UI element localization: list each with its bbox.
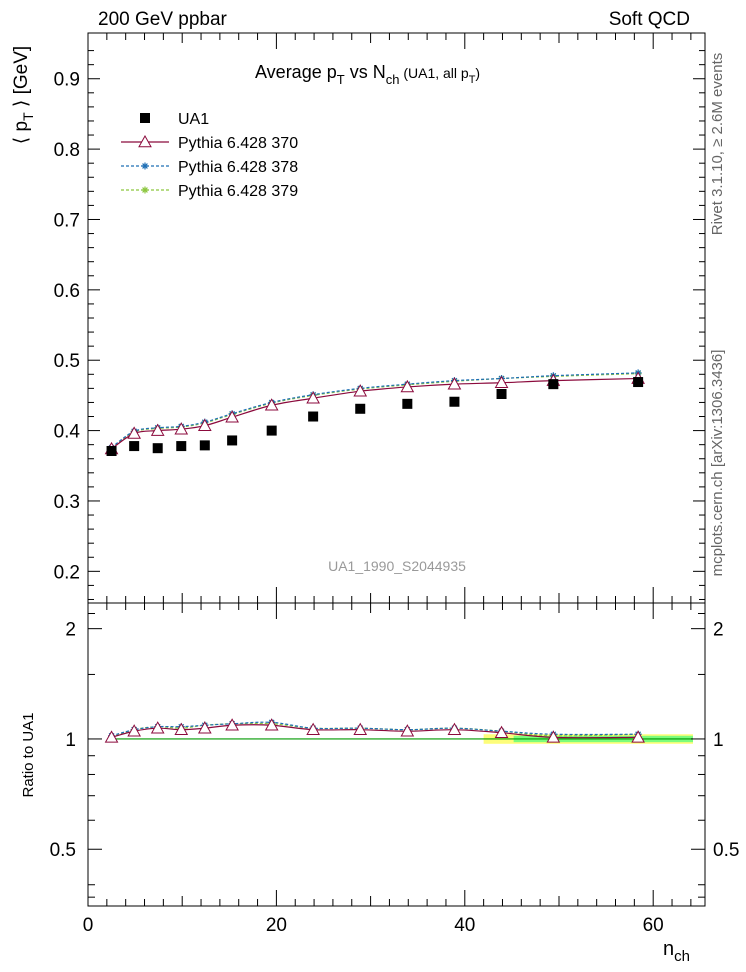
ratio-y-tick-label-right: 0.5 xyxy=(713,840,739,861)
ratio-y-tick-label: 0.5 xyxy=(50,840,76,861)
ratio-y-ticks: 0.5 0.5 1 1 2 2 xyxy=(50,612,739,898)
main-y-tick-label: 0.5 xyxy=(54,351,80,372)
legend-label: Pythia 6.428 378 xyxy=(178,159,298,176)
ratio-y-tick-label-right: 2 xyxy=(713,620,724,641)
ratio-point-p370 xyxy=(264,718,279,731)
ratio-reference-band xyxy=(111,734,693,744)
ratio-point-p370 xyxy=(150,721,165,734)
ratio-point-p370 xyxy=(546,730,561,743)
ratio-point-p370 xyxy=(353,722,368,735)
legend: UA1 Pythia 6.428 370 Pythia 6.428 378 Pythi… xyxy=(121,111,298,200)
ratio-y-axis-label: Ratio to UA1 xyxy=(20,712,37,797)
main-point-p370 xyxy=(225,410,239,423)
main-y-tick-label: 0.9 xyxy=(54,70,80,91)
legend-marker-p379 xyxy=(141,186,149,194)
main-point-ua1 xyxy=(548,379,559,390)
main-point-p370 xyxy=(447,377,462,390)
main-series xyxy=(104,369,645,456)
main-point-ua1 xyxy=(355,403,366,414)
main-point-p370 xyxy=(127,426,142,439)
ratio-point-p370 xyxy=(400,724,415,737)
main-line-p370 xyxy=(111,377,639,450)
main-y-axis-label: ⟨ pT ⟩ [GeV] xyxy=(11,46,36,144)
main-point-p370 xyxy=(174,422,189,435)
ratio-point-p370 xyxy=(631,730,645,743)
main-point-ua1 xyxy=(633,377,644,388)
main-y-tick-label: 0.4 xyxy=(54,422,81,443)
main-point-p370 xyxy=(197,418,212,431)
main-point-ua1 xyxy=(496,389,507,399)
main-point-ua1 xyxy=(152,443,163,454)
ratio-point-p370 xyxy=(447,722,462,735)
main-y-tick-label: 0.8 xyxy=(54,140,80,161)
main-point-p370 xyxy=(306,391,320,404)
legend-marker-p378 xyxy=(141,162,149,170)
main-x-ticks xyxy=(87,33,692,603)
legend-label: Pythia 6.428 370 xyxy=(178,135,298,152)
ratio-point-p370 xyxy=(127,724,142,737)
main-panel: Average pT vs Nch (UA1, all pT) ⟨ pT ⟩ [… xyxy=(11,32,706,604)
main-point-p370 xyxy=(353,384,368,397)
main-point-ua1 xyxy=(308,411,319,422)
main-point-ua1 xyxy=(266,425,277,436)
main-point-p370 xyxy=(400,379,415,393)
main-point-ua1 xyxy=(402,398,413,409)
ratio-point-p370 xyxy=(306,722,320,735)
x-tick-label: 20 xyxy=(266,915,287,936)
ratio-panel: Ratio to UA1 nch 0.5 0.5 1 1 2 2 0 20 40 60 xyxy=(20,602,739,965)
mcplots-label: mcplots.cern.ch [arXiv:1306.3436] xyxy=(709,350,726,577)
ratio-point-p370 xyxy=(197,721,212,734)
main-point-ua1 xyxy=(199,440,210,451)
x-axis-label: nch xyxy=(663,938,690,965)
legend-label: Pythia 6.428 379 xyxy=(178,183,298,200)
main-y-tick-label: 0.7 xyxy=(54,210,80,231)
ratio-y-tick-label: 1 xyxy=(65,730,76,751)
ratio-y-tick-label-right: 1 xyxy=(713,730,724,751)
legend-marker-p370 xyxy=(138,134,152,148)
main-point-p370 xyxy=(264,398,279,411)
category-label: Soft QCD xyxy=(609,9,690,30)
x-tick-label: 0 xyxy=(83,915,94,936)
ratio-point-p370 xyxy=(494,725,509,739)
main-y-tick-label: 0.3 xyxy=(54,492,80,513)
x-tick-label: 60 xyxy=(643,915,664,936)
main-point-ua1 xyxy=(129,441,140,452)
ratio-point-p370 xyxy=(174,722,189,735)
ratio-point-p370 xyxy=(225,718,239,731)
ratio-y-tick-label: 2 xyxy=(65,620,76,641)
main-point-ua1 xyxy=(176,441,187,452)
legend-label: UA1 xyxy=(178,111,209,128)
main-point-ua1 xyxy=(227,435,238,446)
main-y-ticks: 0.2 0.3 0.4 0.5 0.6 0.7 0.8 0.9 xyxy=(54,50,705,600)
main-title: Average pT vs Nch (UA1, all pT) xyxy=(255,62,480,87)
rivet-label: Rivet 3.1.10, ≥ 2.6M events xyxy=(709,53,726,236)
ratio-point-p370 xyxy=(104,730,119,743)
main-point-p370 xyxy=(494,375,509,389)
main-point-ua1 xyxy=(106,446,117,456)
ratio-series xyxy=(104,718,645,743)
ratio-x-ticks: 0 20 40 60 xyxy=(83,603,692,936)
legend-marker-ua1 xyxy=(140,113,150,123)
analysis-id: UA1_1990_S2044935 xyxy=(328,558,466,574)
ratio-frame xyxy=(87,602,706,907)
collision-label: 200 GeV ppbar xyxy=(98,9,228,30)
main-y-tick-label: 0.6 xyxy=(54,281,80,302)
main-point-p370 xyxy=(150,423,165,436)
main-point-ua1 xyxy=(449,396,460,407)
x-tick-label: 40 xyxy=(454,915,475,936)
main-y-tick-label: 0.2 xyxy=(54,562,80,583)
